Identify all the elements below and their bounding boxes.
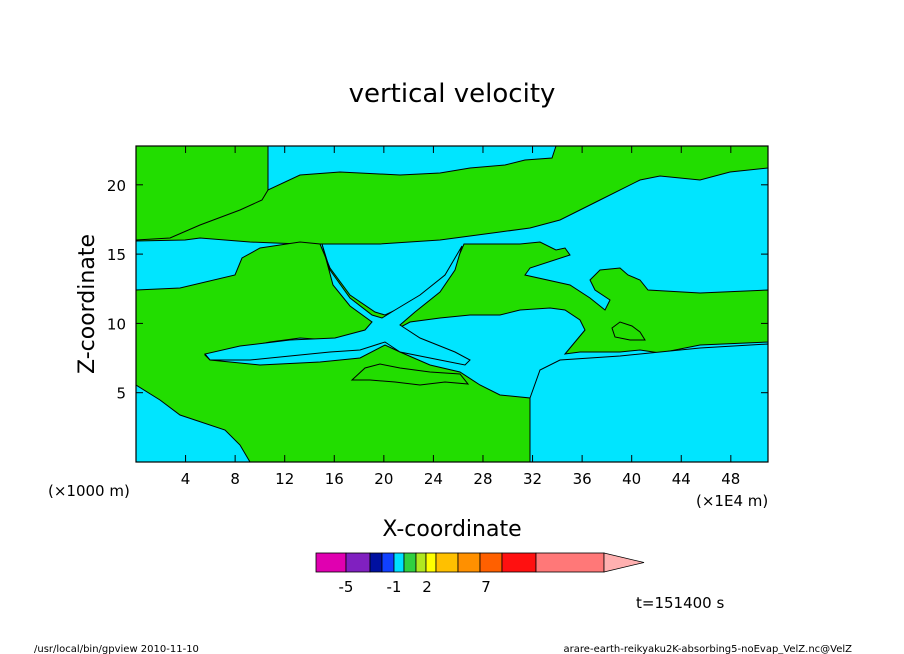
x-axis: 4 8 12 16 20 24 28 32 36 40 44 48: [181, 146, 740, 488]
x-tick-label: 4: [181, 470, 191, 488]
x-axis-label: X-coordinate: [382, 517, 521, 542]
y-tick-label: 20: [107, 177, 126, 195]
x-tick-label: 32: [523, 470, 542, 488]
colorbar: [315, 552, 645, 573]
x-tick-label: 44: [672, 470, 691, 488]
colorbar-labels: -5 -1 2 7: [339, 578, 491, 596]
x-tick-label: 20: [374, 470, 393, 488]
colorbar-swatch: [403, 552, 417, 573]
colorbar-swatch: [425, 552, 437, 573]
footer-right: arare-earth-reikyaku2K-absorbing5-noEvap…: [564, 644, 853, 654]
colorbar-label: 2: [422, 578, 432, 596]
colorbar-swatch: [381, 552, 395, 573]
x-unit-note: (×1E4 m): [696, 492, 768, 510]
x-tick-label: 28: [473, 470, 492, 488]
colorbar-swatch: [435, 552, 459, 573]
positive-region-right: [611, 321, 646, 341]
negative-region-cross: [204, 243, 471, 366]
colorbar-swatch: [535, 552, 605, 573]
chart-title: vertical velocity: [349, 79, 556, 109]
footer-left: /usr/local/bin/gpview 2010-11-10: [34, 644, 199, 654]
y-tick-label: 5: [116, 385, 126, 403]
colorbar-swatch: [457, 552, 481, 573]
colorbar-swatch: [479, 552, 503, 573]
colorbar-arrow: [603, 552, 645, 573]
colorbar-label: -1: [387, 578, 402, 596]
x-tick-label: 48: [721, 470, 740, 488]
x-tick-label: 40: [622, 470, 641, 488]
y-tick-label: 10: [107, 315, 126, 333]
colorbar-swatch: [415, 552, 427, 573]
positive-region-blob: [350, 363, 470, 386]
colorbar-swatch: [315, 552, 347, 573]
x-tick-label: 24: [424, 470, 443, 488]
x-tick-label: 8: [230, 470, 240, 488]
x-tick-label: 12: [275, 470, 294, 488]
y-tick-label: 15: [107, 246, 126, 264]
y-axis: 5 10 15 20: [107, 177, 768, 403]
negative-region-bottom: [529, 343, 768, 462]
plot-frame: [135, 145, 769, 463]
colorbar-label: -5: [339, 578, 354, 596]
colorbar-swatch: [501, 552, 537, 573]
colorbar-label: 7: [481, 578, 491, 596]
colorbar-swatch: [393, 552, 405, 573]
positive-region-upper: [136, 146, 768, 245]
x-scale-note: (×1000 m): [48, 482, 130, 500]
colorbar-swatch: [345, 552, 371, 573]
y-axis-label: Z-coordinate: [75, 234, 100, 374]
x-tick-label: 16: [325, 470, 344, 488]
colorbar-swatch: [369, 552, 383, 573]
time-annotation: t=151400 s: [636, 594, 724, 612]
positive-region-left: [136, 146, 269, 241]
x-tick-label: 36: [573, 470, 592, 488]
plot-area: [136, 146, 768, 462]
